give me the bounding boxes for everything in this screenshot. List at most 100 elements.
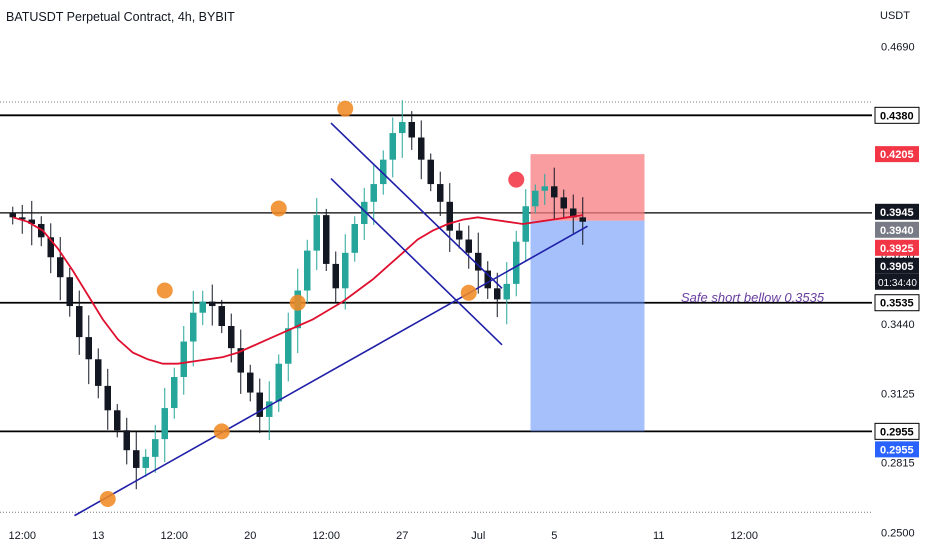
chart-title: BATUSDT Perpetual Contract, 4h, BYBIT	[6, 10, 235, 24]
candle-body	[66, 277, 73, 307]
time-tick-label: Jul	[471, 530, 485, 542]
price-tag-label: 0.3945	[880, 207, 914, 219]
candle-body	[579, 217, 586, 222]
moving-average	[12, 214, 583, 365]
price-tag[interactable]	[874, 106, 920, 124]
candle-body	[47, 237, 54, 258]
pivot-marker	[270, 200, 287, 217]
candle-body	[370, 184, 377, 202]
annotation[interactable]: Safe short bellow 0.3535	[681, 290, 825, 305]
candle-body	[389, 133, 396, 160]
candles	[9, 100, 586, 490]
price-tag[interactable]	[874, 294, 920, 312]
candle-body	[494, 288, 501, 300]
price-tag-label: 0.3940	[880, 225, 914, 237]
candle-body	[560, 197, 567, 209]
candle-body	[551, 186, 558, 198]
price-tick-label: 0.3125	[881, 389, 915, 401]
candle-body	[484, 270, 491, 289]
candle-body	[418, 137, 425, 160]
countdown-label: 01:34:40	[878, 278, 917, 289]
candle-body	[313, 215, 320, 251]
time-tick-label: 12:00	[8, 530, 36, 542]
candle-body	[114, 410, 121, 431]
time-axis[interactable]: 12:00 13 12:00 20 12:00 27 Jul 5 11 12:00	[8, 530, 758, 542]
candle-body	[380, 159, 387, 185]
price-axis[interactable]: USDT 0.46900.37500.34400.31250.28150.250…	[874, 10, 920, 539]
candle-body	[152, 439, 159, 457]
candle-body	[19, 217, 26, 220]
time-tick-label: 27	[396, 530, 408, 542]
candle-body	[190, 312, 197, 342]
price-tag-label: 0.4205	[880, 149, 914, 161]
candle-body	[456, 230, 463, 240]
price-tag-label: 0.4380	[880, 110, 914, 122]
price-tag[interactable]	[875, 239, 919, 256]
top-marker	[508, 171, 525, 188]
trend-line-1[interactable]	[330, 122, 503, 289]
annotation-text[interactable]: Safe short bellow 0.3535	[681, 290, 825, 305]
trend-lines[interactable]	[74, 122, 588, 517]
price-tag[interactable]	[875, 203, 919, 220]
candle-body	[408, 121, 415, 138]
candle-body	[28, 219, 35, 224]
pivot-markers	[99, 100, 525, 507]
candle-body	[76, 306, 83, 338]
currency-label: USDT	[880, 10, 910, 22]
horizontal-levels[interactable]	[0, 101, 872, 513]
candle-body	[142, 456, 149, 468]
candle-body	[85, 337, 92, 360]
candle-body	[351, 223, 358, 253]
time-tick-label: 11	[653, 530, 664, 542]
candle-body	[342, 252, 349, 289]
candle-body	[199, 301, 206, 313]
candle-body	[503, 283, 510, 300]
candle-body	[275, 363, 282, 402]
price-tag[interactable]	[874, 422, 920, 440]
candle-body	[541, 186, 548, 191]
price-tag-label: 0.2955	[880, 426, 914, 438]
candle-body	[332, 263, 339, 289]
candle-body	[57, 257, 64, 278]
candle-body	[180, 341, 187, 378]
candle-body	[285, 328, 292, 364]
short-position-tool[interactable]	[530, 154, 645, 432]
price-tag[interactable]	[875, 221, 919, 238]
candle-body	[475, 252, 482, 271]
time-tick-label: 20	[244, 530, 256, 542]
time-tick-label: 12:00	[312, 530, 340, 542]
price-tag[interactable]	[875, 257, 919, 274]
candle-body	[399, 121, 406, 134]
stop-loss-zone[interactable]	[530, 154, 645, 221]
candle-body	[161, 408, 168, 440]
price-tag[interactable]	[875, 441, 919, 458]
candle-body	[133, 450, 140, 468]
time-tick-label: 5	[551, 530, 557, 542]
pivot-marker	[213, 423, 230, 440]
price-tick-label: 0.4690	[881, 42, 915, 54]
moving-average-line	[12, 214, 583, 365]
candle-body	[437, 184, 444, 202]
countdown-tag	[875, 273, 919, 290]
candle-body	[513, 241, 520, 284]
pivot-marker	[99, 490, 116, 507]
take-profit-zone[interactable]	[530, 220, 645, 432]
candle-body	[304, 250, 311, 291]
candle-body	[427, 159, 434, 185]
price-tag[interactable]	[875, 146, 919, 163]
candle-body	[247, 372, 254, 393]
candle-body	[237, 348, 244, 373]
time-tick-label: 13	[92, 530, 104, 542]
candle-body	[361, 201, 368, 224]
trend-line-0[interactable]	[74, 225, 588, 517]
candle-body	[123, 430, 130, 451]
price-tick-label: 0.2815	[881, 457, 915, 469]
candle-body	[9, 212, 16, 218]
pivot-marker	[156, 282, 173, 299]
price-tick-label: 0.2500	[881, 527, 915, 539]
candle-body	[323, 215, 330, 264]
time-tick-label: 12:00	[160, 530, 188, 542]
trend-line-2[interactable]	[330, 177, 503, 346]
